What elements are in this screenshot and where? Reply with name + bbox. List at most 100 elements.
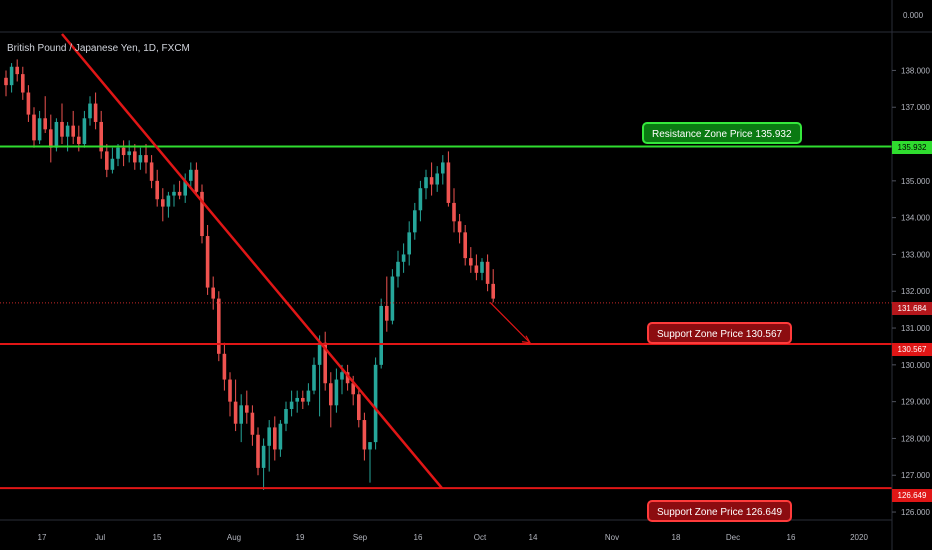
candle[interactable] (32, 107, 36, 148)
candle[interactable] (88, 96, 92, 126)
candle[interactable] (357, 386, 361, 428)
candle[interactable] (121, 140, 126, 167)
candle[interactable] (323, 331, 327, 391)
candle[interactable] (177, 180, 182, 200)
candle[interactable] (278, 420, 283, 457)
candle[interactable] (418, 180, 423, 222)
drawings-layer[interactable] (0, 33, 892, 490)
candle[interactable] (424, 169, 428, 200)
candle[interactable] (413, 202, 417, 240)
candle[interactable] (401, 243, 406, 273)
price-tick-label: 137.000 (901, 103, 930, 112)
projection-arrow[interactable] (489, 301, 531, 344)
candle[interactable] (329, 372, 333, 428)
candle[interactable] (149, 155, 154, 189)
candle[interactable] (390, 269, 395, 325)
candle[interactable] (435, 166, 439, 192)
candle-body (401, 254, 406, 262)
candle[interactable] (239, 394, 243, 443)
candle[interactable] (205, 225, 210, 295)
candle[interactable] (334, 368, 339, 413)
candle[interactable] (373, 357, 378, 450)
candle[interactable] (273, 416, 277, 461)
candle[interactable] (284, 401, 288, 432)
candle[interactable] (144, 144, 148, 174)
candle[interactable] (194, 162, 199, 196)
candles-layer[interactable] (4, 59, 495, 490)
candle[interactable] (250, 405, 255, 446)
trendline[interactable] (61, 33, 443, 489)
candle[interactable] (301, 390, 305, 409)
candle-body (49, 129, 53, 148)
candle[interactable] (457, 213, 462, 244)
candle[interactable] (228, 372, 232, 417)
candle[interactable] (49, 114, 53, 163)
candle[interactable] (21, 66, 25, 100)
candle[interactable] (256, 427, 260, 476)
candle[interactable] (172, 184, 176, 207)
candle[interactable] (446, 151, 451, 207)
candle[interactable] (295, 390, 299, 413)
candle[interactable] (379, 298, 383, 369)
candle[interactable] (133, 144, 137, 170)
candle[interactable] (480, 258, 484, 281)
candle[interactable] (407, 221, 411, 266)
candle[interactable] (289, 390, 294, 417)
candle[interactable] (368, 442, 372, 483)
candle[interactable] (306, 383, 311, 406)
candle-body (480, 261, 484, 273)
candle[interactable] (245, 390, 249, 424)
candle[interactable] (105, 144, 109, 178)
support-zone-label-1[interactable]: Support Zone Price 130.567 (647, 322, 793, 344)
candle[interactable] (217, 291, 221, 362)
candle[interactable] (37, 110, 42, 145)
candle[interactable] (166, 191, 171, 218)
candle[interactable] (261, 438, 266, 490)
candle[interactable] (155, 169, 159, 207)
candle[interactable] (317, 335, 322, 417)
candle[interactable] (362, 412, 367, 461)
candle[interactable] (385, 276, 389, 332)
resistance-zone-label[interactable]: Resistance Zone Price 135.932 (642, 122, 802, 144)
symbol-title[interactable]: British Pound / Japanese Yen, 1D, FXCM (7, 43, 190, 54)
candle[interactable] (60, 103, 64, 145)
candle[interactable] (312, 357, 316, 395)
candle[interactable] (491, 269, 495, 303)
candle[interactable] (127, 140, 131, 163)
candle[interactable] (9, 63, 14, 93)
candle[interactable] (200, 184, 204, 244)
candle[interactable] (15, 59, 19, 82)
support-zone-label-2[interactable]: Support Zone Price 126.649 (647, 500, 793, 522)
candle[interactable] (345, 364, 350, 391)
candle[interactable] (469, 247, 473, 273)
candle[interactable] (26, 85, 31, 122)
candle[interactable] (211, 276, 215, 310)
candle[interactable] (183, 173, 187, 203)
candle[interactable] (222, 342, 227, 391)
candle[interactable] (4, 70, 8, 97)
candle[interactable] (463, 225, 467, 266)
candle[interactable] (43, 96, 47, 133)
candle-body (368, 442, 372, 450)
candle-body (250, 412, 255, 435)
candle-body (385, 305, 389, 321)
candle[interactable] (396, 250, 400, 288)
candle[interactable] (452, 188, 456, 233)
candle[interactable] (82, 110, 87, 148)
candle[interactable] (71, 110, 75, 145)
candle[interactable] (138, 147, 143, 170)
candle[interactable] (110, 147, 115, 174)
candle[interactable] (189, 162, 193, 189)
candle[interactable] (429, 162, 434, 196)
candle[interactable] (233, 379, 238, 432)
candle[interactable] (161, 188, 165, 222)
candle[interactable] (267, 420, 271, 472)
candle[interactable] (93, 92, 98, 130)
candle[interactable] (474, 254, 479, 281)
candle[interactable] (99, 110, 103, 159)
candle[interactable] (441, 155, 445, 185)
candle[interactable] (485, 254, 490, 292)
candle[interactable] (116, 144, 120, 167)
